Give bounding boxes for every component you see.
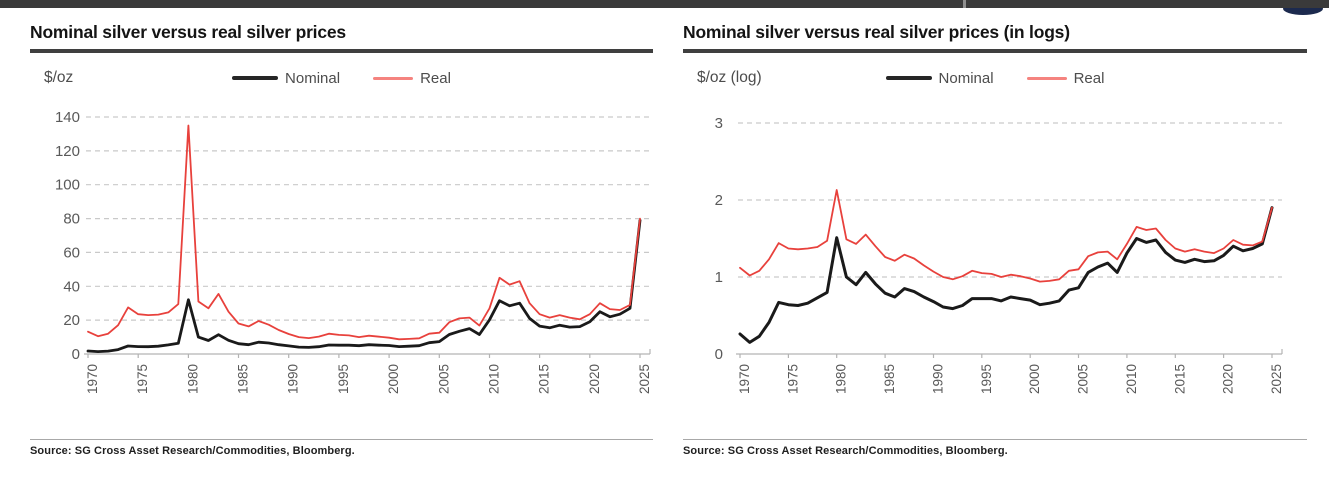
y-tick-label: 120: [55, 143, 80, 160]
y-axis-unit-label: $/oz (log): [697, 69, 762, 86]
chart-title: Nominal silver versus real silver prices…: [683, 22, 1070, 42]
x-tick-label: 2020: [587, 364, 602, 394]
legend-row: $/oz Nominal Real: [30, 62, 653, 94]
x-tick-label: 1990: [286, 364, 301, 394]
source-divider-rule: [30, 439, 653, 440]
y-tick-label: 20: [63, 312, 80, 329]
x-tick-label: 1975: [135, 364, 150, 394]
x-tick-label: 2010: [487, 364, 502, 394]
chart-title: Nominal silver versus real silver prices: [30, 22, 346, 42]
legend-swatch-nominal: [232, 76, 279, 80]
x-tick-label: 2015: [537, 364, 552, 394]
y-tick-label: 3: [715, 115, 723, 132]
chart-panel-log-prices: Nominal silver versus real silver prices…: [683, 22, 1307, 457]
title-underline-rule: [683, 49, 1307, 53]
x-tick-label: 2025: [637, 364, 652, 394]
series-line-nominal: [738, 206, 1274, 344]
x-tick-label: 1990: [931, 364, 946, 394]
x-tick-label: 2005: [1076, 364, 1091, 394]
x-tick-label: 1975: [785, 364, 800, 394]
chart-legend: Nominal Real: [30, 70, 653, 87]
y-tick-label: 1: [715, 269, 723, 286]
top-window-bar: [0, 0, 1329, 8]
legend-label-nominal: Nominal: [285, 69, 341, 87]
x-tick-label: 1970: [85, 364, 100, 394]
y-tick-label: 0: [72, 346, 80, 363]
legend-label-real: Real: [1073, 69, 1105, 87]
line-chart-dollar-prices: 0 20 40 60 80 100 120 140 1970 1975 1980 1985 1990 19…: [55, 109, 652, 394]
source-divider-rule: [683, 439, 1307, 440]
y-tick-label: 60: [63, 244, 80, 261]
source-note: Source: SG Cross Asset Research/Commodit…: [683, 445, 1008, 457]
x-tick-label: 1980: [834, 364, 849, 394]
legend-label-nominal: Nominal: [938, 69, 994, 87]
top-bar-separator: [963, 0, 966, 8]
legend-swatch-real: [373, 76, 414, 80]
x-tick-label: 1970: [737, 364, 752, 394]
x-tick-label: 2005: [436, 364, 451, 394]
x-tick-label: 2015: [1172, 364, 1187, 394]
series-line-nominal: [86, 218, 642, 354]
x-tick-label: 2000: [1027, 364, 1042, 394]
y-tick-label: 140: [55, 109, 80, 126]
title-underline-rule: [30, 49, 653, 53]
series-line-real: [87, 124, 641, 341]
legend-swatch-real: [1026, 76, 1067, 80]
source-note: Source: SG Cross Asset Research/Commodit…: [30, 445, 355, 457]
x-tick-label: 1995: [336, 364, 351, 394]
legend-row: $/oz (log) Nominal Real: [683, 62, 1307, 94]
x-tick-label: 2010: [1124, 364, 1139, 394]
line-chart-log-prices: 0 1 2 3 1970 1975 1980 1985 1990 1995 2000 2005 2010…: [715, 115, 1284, 394]
x-tick-label: 2020: [1221, 364, 1236, 394]
y-tick-label: 0: [715, 346, 723, 363]
y-tick-label: 40: [63, 278, 80, 295]
x-tick-label: 1985: [882, 364, 897, 394]
y-tick-label: 2: [715, 192, 723, 209]
y-axis-unit-label: $/oz: [44, 69, 74, 86]
x-tick-label: 1995: [979, 364, 994, 394]
x-tick-label: 1980: [185, 364, 200, 394]
y-tick-label: 80: [63, 211, 80, 228]
chart-legend: Nominal Real: [683, 70, 1307, 87]
y-tick-label: 100: [55, 177, 80, 194]
chart-panel-nominal-vs-real: Nominal silver versus real silver prices…: [30, 22, 653, 457]
legend-swatch-nominal: [885, 76, 932, 80]
series-line-real: [739, 189, 1273, 283]
x-tick-label: 2000: [386, 364, 401, 394]
x-tick-label: 1985: [236, 364, 251, 394]
x-tick-label: 2025: [1269, 364, 1284, 394]
legend-label-real: Real: [420, 69, 451, 87]
